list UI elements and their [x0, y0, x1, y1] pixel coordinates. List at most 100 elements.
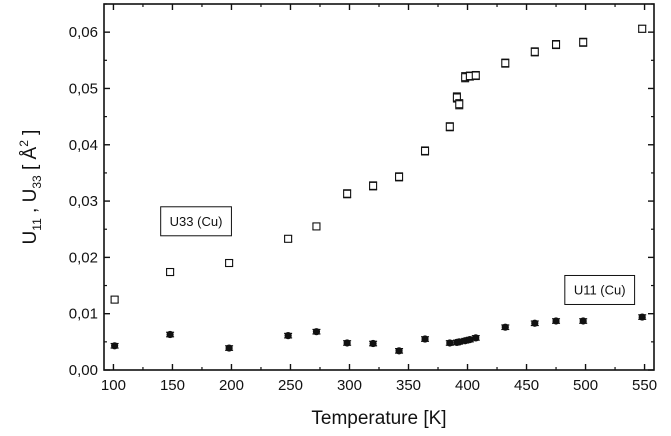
data-point [465, 335, 474, 344]
y-title-unit: [ Å [20, 146, 41, 175]
data-point [552, 317, 561, 325]
annotation-box [160, 206, 232, 237]
data-point [551, 39, 561, 50]
data-point [343, 339, 352, 347]
data-point [638, 313, 647, 321]
data-point [343, 189, 352, 199]
data-point [455, 99, 464, 110]
y-axis-title: U11 , U33 [ Å2 ] [17, 130, 44, 245]
y-title-sub33: 33 [30, 175, 44, 189]
point-marker [531, 319, 539, 327]
point-marker [284, 332, 292, 340]
y-tick-label: 0,01 [69, 306, 98, 323]
data-point [579, 317, 588, 325]
point-marker [343, 339, 351, 347]
point-marker [225, 344, 233, 352]
data-point [110, 295, 119, 304]
data-point [284, 332, 293, 340]
x-axis-title: Temperature [K] [311, 408, 446, 429]
data-point [445, 122, 454, 132]
data-point [395, 172, 404, 182]
x-tick-label: 250 [278, 377, 303, 394]
data-point [501, 58, 510, 68]
point-marker [312, 222, 321, 231]
x-tick-label: 550 [632, 377, 657, 394]
point-marker [638, 24, 647, 33]
data-point [579, 37, 588, 47]
point-marker [369, 181, 378, 190]
point-marker [551, 40, 561, 49]
y-tick-label: 0,03 [69, 193, 98, 210]
x-tick-label: 150 [160, 377, 185, 394]
data-point [471, 70, 480, 81]
point-marker [552, 317, 560, 325]
data-point [471, 334, 480, 342]
point-marker [225, 258, 234, 268]
point-marker [501, 59, 510, 68]
data-marks [110, 24, 647, 355]
point-marker [530, 47, 539, 56]
point-marker [369, 339, 377, 348]
annotation-u11: U11 (Cu) [564, 274, 636, 305]
data-point [530, 47, 539, 57]
data-point [421, 335, 430, 343]
point-marker [111, 342, 119, 350]
y-tick-label: 0,06 [69, 24, 98, 41]
data-point [369, 181, 378, 191]
data-point [369, 339, 378, 348]
annotation-u33: U33 (Cu) [160, 206, 232, 237]
y-title-sup: 2 [17, 140, 31, 147]
data-point [395, 347, 404, 355]
data-point [166, 267, 175, 277]
data-point [225, 258, 234, 268]
y-tick-label: 0,00 [69, 362, 98, 379]
y-title-u33: U [20, 189, 41, 203]
axis-ticks: 100 150 200 250 300 350 400 450 500 550 0,00 0,01 0,… [69, 3, 657, 394]
point-marker [455, 338, 463, 346]
y-tick-label: 0,05 [69, 80, 98, 97]
data-point [445, 339, 454, 347]
point-marker [638, 313, 646, 321]
data-point [312, 328, 321, 336]
point-marker [445, 122, 454, 131]
point-marker [110, 295, 119, 304]
point-marker [284, 234, 293, 243]
x-tick-label: 200 [219, 377, 244, 394]
y-tick-label: 0,04 [69, 137, 98, 154]
y-title-close: ] [20, 130, 41, 141]
data-point [461, 72, 470, 83]
y-tick-label: 0,02 [69, 249, 98, 266]
x-tick-label: 450 [514, 377, 539, 394]
point-marker [466, 335, 474, 344]
data-point [530, 319, 539, 327]
data-point [225, 344, 234, 352]
data-point [420, 146, 430, 156]
series-u33 [110, 24, 647, 304]
series-u11 [110, 313, 647, 355]
data-point [638, 24, 647, 33]
y-title-u11: U [20, 231, 41, 245]
annotation-box [564, 274, 636, 305]
point-marker [501, 323, 509, 331]
data-point [284, 234, 293, 243]
point-marker [395, 172, 404, 181]
point-marker [579, 38, 588, 47]
y-title-sub11: 11 [30, 218, 44, 231]
y-title-sep: , [20, 202, 41, 218]
point-marker [472, 334, 480, 342]
point-marker [455, 100, 464, 109]
point-marker [446, 339, 454, 347]
point-marker [343, 189, 352, 198]
data-point [166, 330, 175, 339]
point-marker [312, 328, 321, 336]
x-tick-label: 100 [101, 377, 126, 394]
annotation-label: U33 (Cu) [170, 214, 223, 229]
data-point [110, 342, 119, 350]
data-point [312, 222, 321, 231]
x-tick-label: 400 [455, 377, 480, 394]
x-tick-label: 350 [396, 377, 421, 394]
point-marker [395, 347, 403, 355]
point-marker [166, 267, 175, 277]
